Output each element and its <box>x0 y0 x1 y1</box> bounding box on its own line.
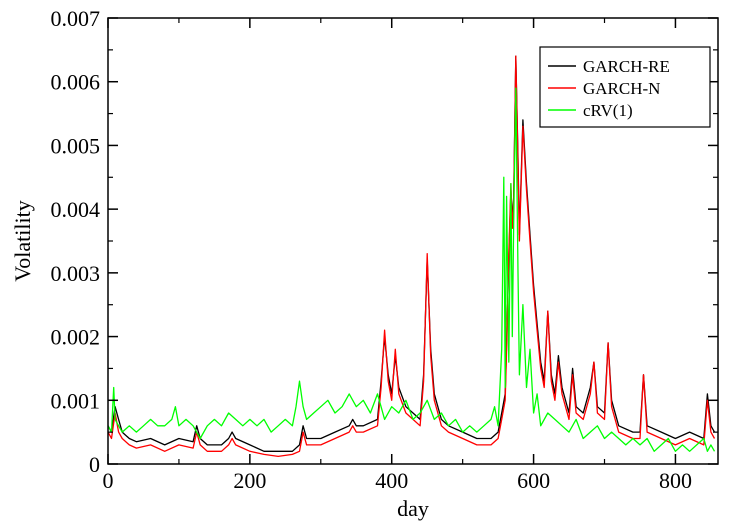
x-axis-label: day <box>397 496 429 521</box>
y-tick-label: 0.004 <box>51 197 101 222</box>
y-tick-label: 0.005 <box>51 133 101 158</box>
y-tick-label: 0.006 <box>51 70 101 95</box>
y-tick-label: 0.001 <box>51 388 101 413</box>
legend-box <box>539 46 711 128</box>
legend-entry: cRV(1) <box>583 101 633 120</box>
x-tick-label: 0 <box>103 468 114 493</box>
plot-lines <box>107 55 716 458</box>
x-tick-label: 400 <box>375 468 408 493</box>
series-line-3 <box>107 87 716 452</box>
x-tick-label: 800 <box>659 468 692 493</box>
legend: GARCH-RE GARCH-N cRV(1) <box>539 46 711 128</box>
y-tick-label: 0.003 <box>51 261 101 286</box>
legend-entry: GARCH-RE <box>583 57 670 76</box>
y-axis-ticks: 0 0.001 0.002 0.003 0.004 0.005 0.006 0.007 <box>51 6 718 477</box>
y-tick-label: 0.002 <box>51 325 101 350</box>
x-axis-ticks: 0 200 400 600 800 <box>103 18 692 493</box>
legend-entry: GARCH-N <box>583 79 660 98</box>
y-tick-label: 0.007 <box>51 6 101 31</box>
series-line-2 <box>107 55 716 458</box>
y-axis-label: Volatility <box>10 200 35 282</box>
x-tick-label: 600 <box>517 468 550 493</box>
y-tick-label: 0 <box>89 452 100 477</box>
x-tick-label: 200 <box>233 468 266 493</box>
